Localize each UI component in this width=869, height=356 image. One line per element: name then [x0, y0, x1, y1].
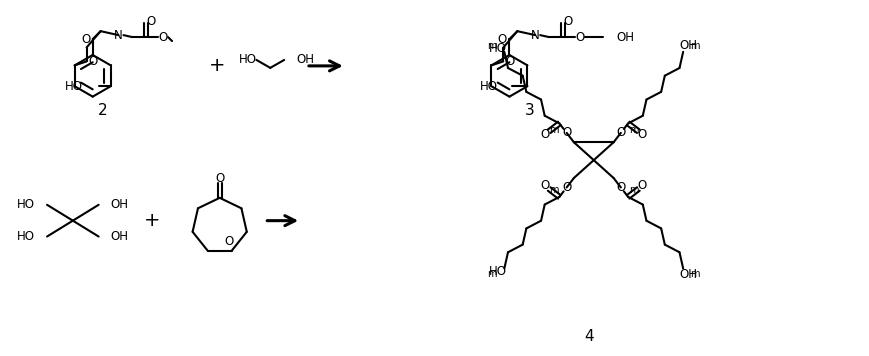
Text: m: m — [487, 41, 496, 51]
Text: N: N — [530, 28, 539, 42]
Text: OH: OH — [110, 198, 129, 211]
Text: OH: OH — [678, 268, 696, 281]
Text: O: O — [147, 15, 156, 28]
Text: 2: 2 — [97, 103, 107, 118]
Text: +: + — [209, 56, 225, 75]
Text: O: O — [505, 55, 514, 68]
Text: O: O — [574, 31, 584, 43]
Text: O: O — [637, 179, 647, 193]
Text: O: O — [563, 15, 572, 28]
Text: O: O — [540, 128, 549, 141]
Text: m: m — [690, 41, 699, 51]
Text: O: O — [89, 55, 98, 68]
Text: m: m — [628, 125, 638, 135]
Text: m: m — [487, 269, 496, 279]
Text: +: + — [143, 211, 160, 230]
Text: m: m — [628, 185, 638, 195]
Text: O: O — [561, 181, 571, 194]
Text: m: m — [548, 185, 558, 195]
Text: 3: 3 — [524, 103, 534, 118]
Text: O: O — [540, 179, 549, 193]
Text: O: O — [561, 126, 571, 139]
Text: OH: OH — [295, 53, 314, 67]
Text: O: O — [615, 181, 625, 194]
Text: O: O — [158, 31, 168, 43]
Text: O: O — [215, 172, 224, 184]
Text: HO: HO — [17, 230, 35, 243]
Text: O: O — [224, 235, 234, 248]
Text: OH: OH — [678, 39, 696, 52]
Text: HO: HO — [488, 265, 507, 278]
Text: HO: HO — [479, 80, 497, 93]
Text: O: O — [637, 128, 647, 141]
Text: m: m — [690, 269, 699, 279]
Text: HO: HO — [488, 42, 507, 56]
Text: O: O — [497, 33, 507, 46]
Text: HO: HO — [17, 198, 35, 211]
Text: HO: HO — [65, 80, 83, 93]
Text: OH: OH — [616, 31, 634, 43]
Text: N: N — [114, 28, 123, 42]
Text: OH: OH — [110, 230, 129, 243]
Text: 4: 4 — [583, 329, 593, 344]
Text: HO: HO — [238, 53, 256, 67]
Text: O: O — [81, 33, 90, 46]
Text: O: O — [615, 126, 625, 139]
Text: m: m — [548, 125, 558, 135]
